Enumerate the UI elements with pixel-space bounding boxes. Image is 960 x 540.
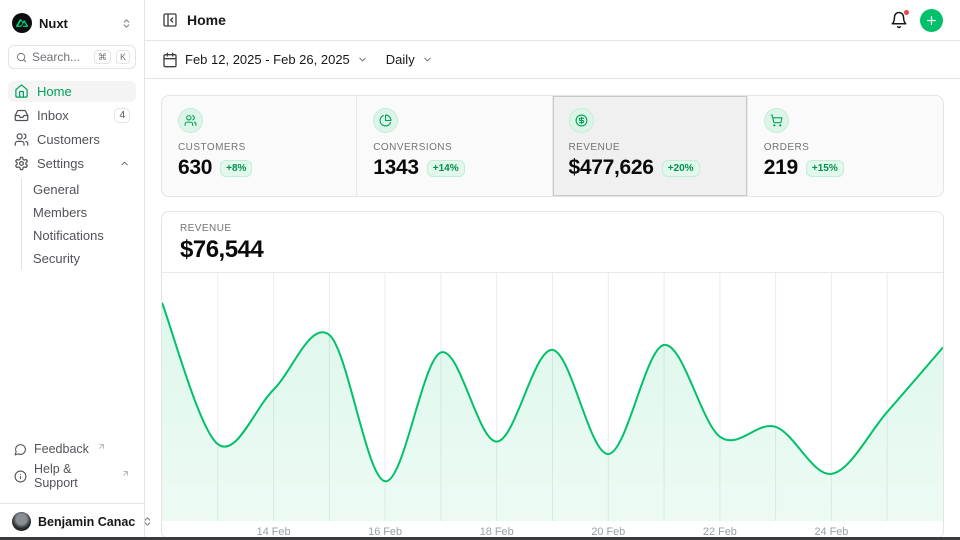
search-icon bbox=[16, 52, 27, 63]
stat-value: 630 bbox=[178, 156, 213, 179]
nuxt-logo-icon bbox=[12, 13, 32, 33]
granularity-value: Daily bbox=[385, 52, 415, 67]
page-header: Home bbox=[145, 0, 960, 41]
svg-text:22 Feb: 22 Feb bbox=[703, 526, 737, 538]
users-icon bbox=[178, 108, 203, 133]
add-button[interactable] bbox=[920, 8, 943, 32]
stat-orders[interactable]: ORDERS 219 +15% bbox=[748, 96, 943, 196]
sidebar-subitem-general[interactable]: General bbox=[33, 182, 80, 197]
content: CUSTOMERS 630 +8% CONVERSIONS 1343 +14% bbox=[145, 79, 960, 540]
info-icon bbox=[14, 470, 27, 483]
kbd-k: K bbox=[115, 50, 130, 64]
sidebar-item-settings[interactable]: Settings bbox=[8, 153, 136, 174]
external-link-icon bbox=[121, 469, 130, 478]
workspace-name: Nuxt bbox=[39, 15, 68, 31]
svg-text:14 Feb: 14 Feb bbox=[257, 526, 291, 538]
external-link-icon bbox=[97, 442, 106, 451]
stat-delta-badge: +14% bbox=[426, 159, 465, 177]
help-support-label: Help & Support bbox=[34, 462, 78, 490]
search-placeholder: Search... bbox=[32, 50, 81, 64]
sidebar-item-customers[interactable]: Customers bbox=[8, 129, 136, 150]
stat-label: ORDERS bbox=[763, 142, 810, 153]
screen-bottom-edge bbox=[0, 537, 960, 540]
calendar-icon bbox=[162, 52, 178, 68]
chevron-down-icon bbox=[422, 54, 433, 65]
stat-delta-badge: +20% bbox=[661, 159, 700, 177]
stat-customers[interactable]: CUSTOMERS 630 +8% bbox=[162, 96, 358, 196]
chart-area-fill bbox=[162, 302, 943, 521]
page-title: Home bbox=[187, 12, 226, 28]
search-input[interactable]: Search... ⌘ K bbox=[8, 45, 136, 69]
main-area: Home Feb 12, 2025 - Feb 26, 2025 Daily bbox=[145, 0, 960, 540]
feedback-label: Feedback bbox=[34, 442, 89, 456]
dollar-circle-icon bbox=[568, 108, 594, 133]
stat-revenue[interactable]: REVENUE $477,626 +20% bbox=[552, 96, 748, 196]
date-range-picker[interactable]: Feb 12, 2025 - Feb 26, 2025 bbox=[162, 52, 368, 68]
header-actions bbox=[890, 8, 943, 32]
chart-value: $76,544 bbox=[180, 236, 264, 263]
home-icon bbox=[14, 84, 29, 99]
pie-chart-icon bbox=[373, 108, 399, 133]
chevron-down-icon bbox=[357, 54, 368, 65]
sidebar-subitem-members[interactable]: Members bbox=[33, 205, 88, 220]
svg-text:18 Feb: 18 Feb bbox=[480, 526, 514, 538]
user-avatar bbox=[12, 512, 31, 531]
chart-header: REVENUE $76,544 bbox=[162, 212, 943, 273]
stat-label: CONVERSIONS bbox=[373, 142, 453, 153]
chart-x-axis-labels: 14 Feb 16 Feb 18 Feb 20 Feb 22 Feb 24 Feb bbox=[257, 526, 849, 538]
sidebar: Nuxt Search... ⌘ K Home Inbox 4 Customer… bbox=[0, 0, 145, 540]
feedback-link[interactable]: Feedback bbox=[8, 439, 136, 459]
workspace-switcher[interactable]: Nuxt bbox=[8, 8, 136, 45]
sidebar-subitem-security[interactable]: Security bbox=[33, 251, 80, 266]
filters-toolbar: Feb 12, 2025 - Feb 26, 2025 Daily bbox=[145, 41, 960, 79]
stats-row: CUSTOMERS 630 +8% CONVERSIONS 1343 +14% bbox=[161, 95, 944, 197]
sidebar-item-inbox[interactable]: Inbox 4 bbox=[8, 105, 136, 126]
stat-delta-badge: +8% bbox=[220, 159, 253, 177]
chart-plot-area[interactable]: 14 Feb 16 Feb 18 Feb 20 Feb 22 Feb 24 Feb bbox=[162, 273, 943, 538]
help-support-link[interactable]: Help & Support bbox=[8, 459, 136, 493]
plus-icon bbox=[925, 14, 938, 27]
kbd-cmd: ⌘ bbox=[93, 50, 111, 64]
users-icon bbox=[14, 132, 29, 147]
sidebar-nav: Home Inbox 4 Customers Settings General … bbox=[8, 81, 136, 272]
sidebar-item-label: Inbox bbox=[37, 108, 69, 123]
chart-label: REVENUE bbox=[180, 223, 232, 234]
cart-icon bbox=[763, 108, 789, 133]
stat-label: REVENUE bbox=[568, 142, 620, 153]
inbox-icon bbox=[14, 108, 29, 123]
stat-value: 1343 bbox=[373, 156, 419, 179]
stat-value: $477,626 bbox=[568, 156, 655, 179]
settings-subnav: General Members Notifications Security bbox=[21, 178, 136, 270]
sidebar-item-label: Home bbox=[37, 84, 72, 99]
sidebar-item-label: Settings bbox=[37, 156, 84, 171]
notification-dot bbox=[903, 9, 910, 16]
message-icon bbox=[14, 443, 27, 456]
stat-label: CUSTOMERS bbox=[178, 142, 246, 153]
revenue-chart-card: REVENUE $76,544 14 F bbox=[161, 211, 944, 539]
stat-conversions[interactable]: CONVERSIONS 1343 +14% bbox=[357, 96, 553, 196]
revenue-area-chart: 14 Feb 16 Feb 18 Feb 20 Feb 22 Feb 24 Feb bbox=[162, 273, 943, 538]
svg-text:24 Feb: 24 Feb bbox=[814, 526, 848, 538]
granularity-select[interactable]: Daily bbox=[386, 52, 433, 67]
gear-icon bbox=[14, 156, 29, 171]
stat-delta-badge: +15% bbox=[805, 159, 844, 177]
user-name: Benjamin Canac bbox=[38, 514, 136, 529]
sidebar-item-home[interactable]: Home bbox=[8, 81, 136, 102]
chevron-up-icon bbox=[119, 158, 130, 169]
sidebar-footer: Feedback Help & Support bbox=[8, 439, 136, 499]
svg-text:16 Feb: 16 Feb bbox=[368, 526, 402, 538]
collapse-sidebar-icon[interactable] bbox=[162, 12, 178, 28]
inbox-count-badge: 4 bbox=[114, 108, 130, 123]
chevrons-up-down-icon bbox=[121, 18, 132, 29]
date-range-value: Feb 12, 2025 - Feb 26, 2025 bbox=[185, 52, 350, 67]
sidebar-spacer bbox=[8, 272, 136, 439]
sidebar-item-label: Customers bbox=[37, 132, 100, 147]
chart-line bbox=[162, 302, 943, 483]
user-menu[interactable]: Benjamin Canac bbox=[0, 503, 144, 540]
svg-text:20 Feb: 20 Feb bbox=[591, 526, 625, 538]
notifications-button[interactable] bbox=[890, 9, 910, 29]
sidebar-subitem-notifications[interactable]: Notifications bbox=[33, 228, 104, 243]
stat-value: 219 bbox=[763, 156, 798, 179]
